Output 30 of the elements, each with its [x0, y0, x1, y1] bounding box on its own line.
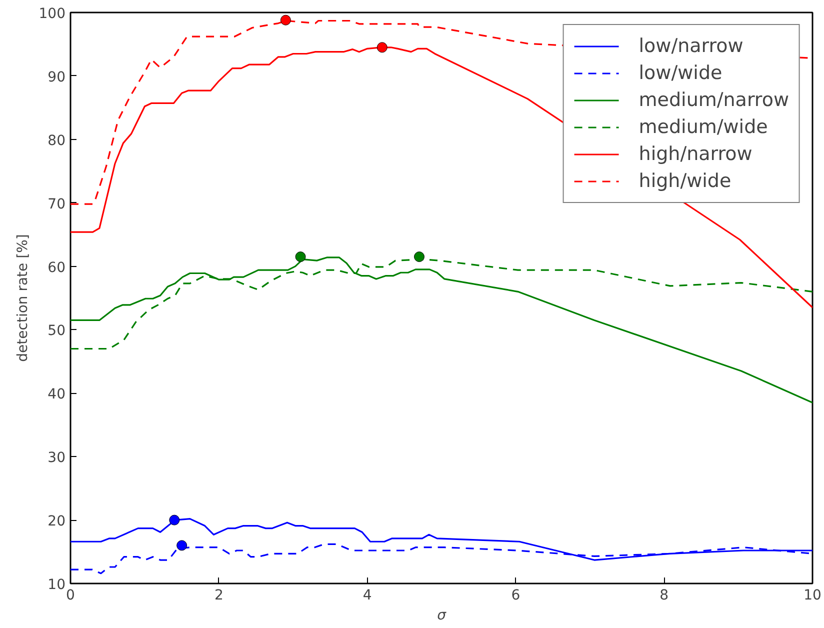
x-tick-label: 8: [660, 588, 669, 604]
point: [376, 42, 388, 53]
point: [169, 514, 180, 526]
y-tick-label: 50: [48, 323, 66, 340]
x-tick-label: 4: [362, 588, 372, 604]
y-axis-title: detection rate [%]: [14, 234, 31, 362]
y-tick-label: 70: [48, 196, 66, 212]
point: [176, 540, 188, 551]
y-tick-label: 30: [48, 450, 66, 466]
y-tick-label: 10: [48, 577, 66, 593]
legend-label: low/wide: [638, 62, 722, 84]
point: [414, 252, 424, 262]
x-tick-label: 6: [511, 588, 520, 604]
y-tick-label: 80: [48, 132, 66, 149]
y-tick-label: 40: [48, 386, 66, 403]
y-tick-label: 100: [38, 6, 66, 22]
legend-label: low/narrow: [638, 35, 744, 57]
x-tick-label: 10: [804, 588, 822, 604]
y-tick-label: 60: [48, 260, 66, 276]
legend-label: medium/narrow: [638, 89, 789, 111]
point: [295, 252, 306, 262]
legend-label: high/wide: [638, 170, 732, 192]
x-axis-title: σ: [437, 608, 448, 624]
legend-label: high/narrow: [638, 143, 752, 165]
y-tick-label: 90: [48, 69, 66, 86]
x-tick-label: 2: [214, 588, 224, 604]
legend-label: medium/wide: [638, 116, 768, 138]
x-tick-label: 0: [66, 588, 75, 604]
point: [280, 14, 291, 26]
y-tick-label: 20: [48, 514, 66, 530]
